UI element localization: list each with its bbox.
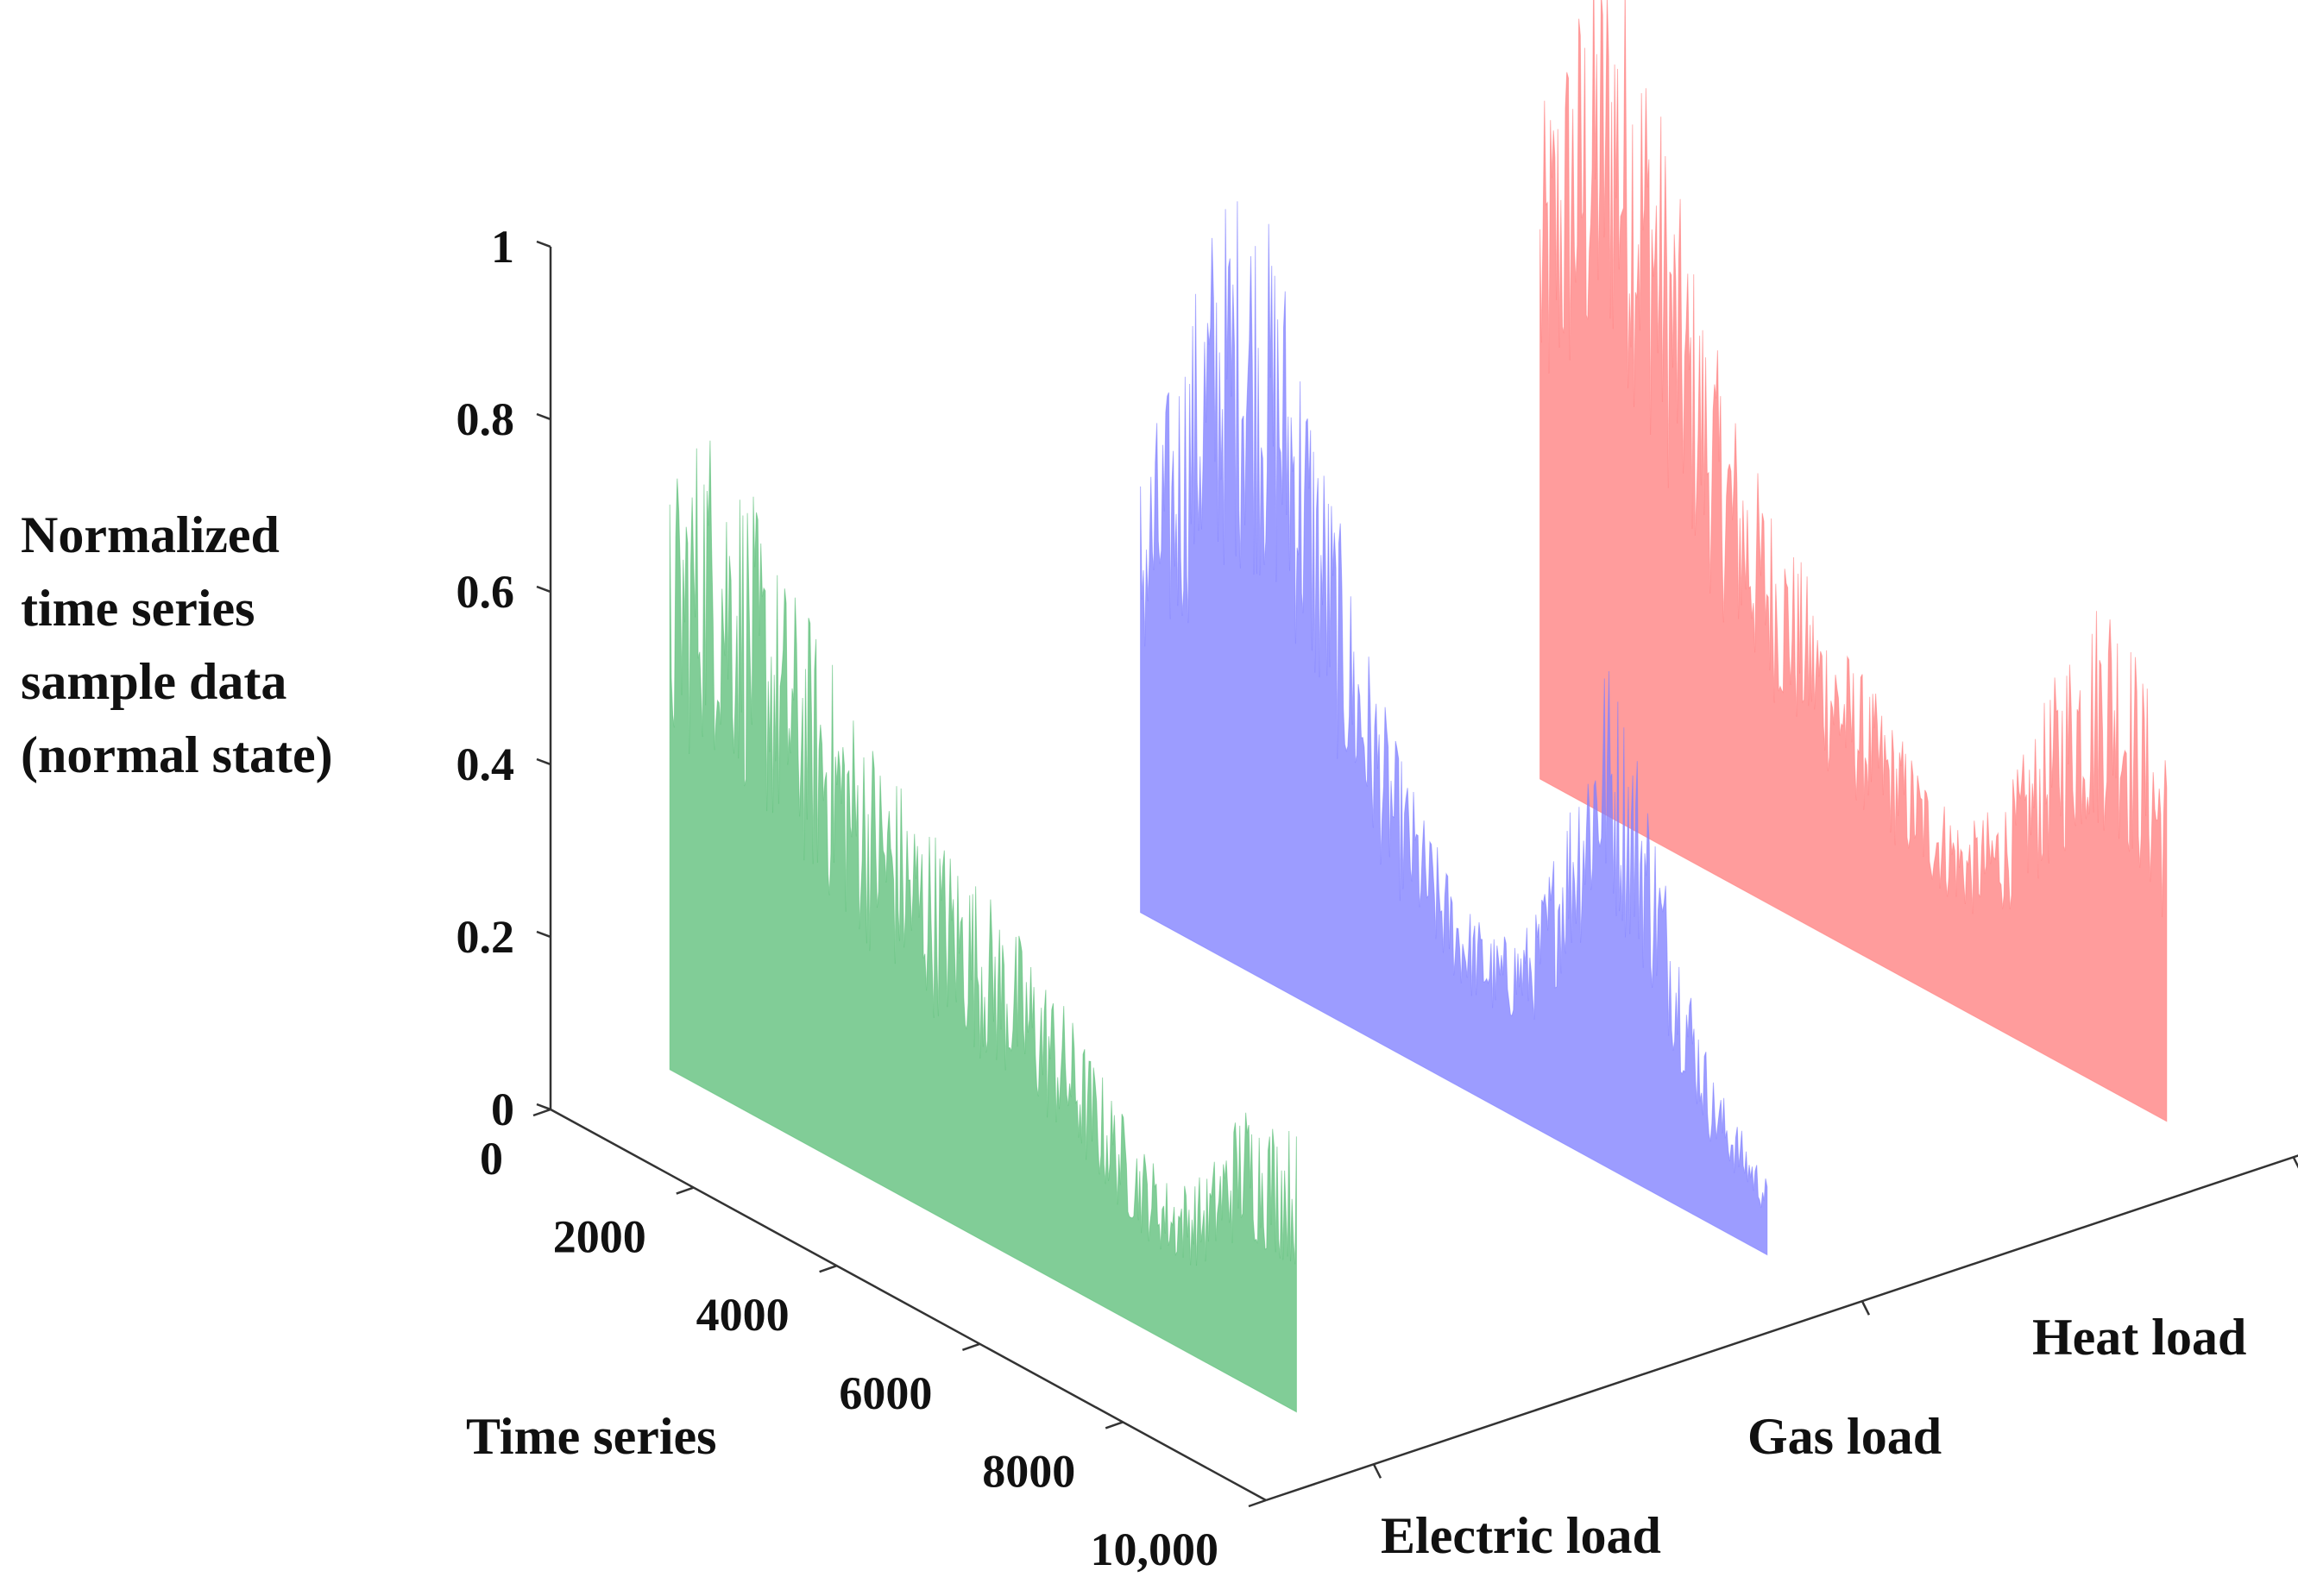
z-tick-mark xyxy=(536,930,551,939)
category-label: Heat load xyxy=(2032,1309,2246,1366)
z-tick-label: 0.6 xyxy=(456,566,515,618)
category-tick-mark xyxy=(2292,1156,2298,1169)
time-tick-label: 4000 xyxy=(696,1289,790,1341)
category-label: Electric load xyxy=(1381,1507,1661,1564)
series-electric-load xyxy=(669,440,1297,1413)
time-tick-label: 0 xyxy=(480,1133,503,1184)
category-tick-mark xyxy=(1372,1463,1382,1479)
time-tick-label: 10,000 xyxy=(1091,1524,1219,1575)
time-tick-label: 2000 xyxy=(553,1211,646,1263)
time-tick-mark xyxy=(819,1265,838,1273)
series-area xyxy=(669,440,1297,1413)
axis-ticks xyxy=(532,240,2298,1508)
z-tick-mark xyxy=(536,240,551,248)
x-axis-title: Time series xyxy=(466,1408,716,1465)
z-axis-title: Normalized time series sample data (norm… xyxy=(21,506,333,783)
series-layer xyxy=(669,0,2168,1413)
category-axis-line xyxy=(1265,1154,2298,1502)
z-axis-title-line-3: sample data xyxy=(21,653,286,710)
z-tick-mark xyxy=(536,412,551,421)
time-tick-label: 8000 xyxy=(982,1445,1075,1497)
series-heat-load xyxy=(1539,0,2168,1122)
z-tick-label: 0.8 xyxy=(456,393,515,445)
category-label: Gas load xyxy=(1747,1408,1942,1465)
z-tick-label: 1 xyxy=(491,221,514,273)
series-area xyxy=(1140,201,1768,1256)
time-axis-line xyxy=(550,1108,1267,1502)
time-tick-mark xyxy=(532,1108,551,1117)
z-tick-label: 0.2 xyxy=(456,911,515,963)
z-axis-title-line-4: (normal state) xyxy=(21,726,333,783)
axis-labels: Normalized time series sample data (norm… xyxy=(21,221,2246,1575)
time-tick-mark xyxy=(676,1186,695,1195)
z-axis-title-line-1: Normalized xyxy=(21,506,280,563)
time-tick-label: 6000 xyxy=(839,1367,932,1419)
z-tick-label: 0.4 xyxy=(456,738,515,790)
z-tick-mark xyxy=(536,1103,551,1111)
time-tick-mark xyxy=(1248,1499,1267,1508)
series-gas-load xyxy=(1140,201,1768,1256)
category-tick-mark xyxy=(1860,1300,1871,1316)
axes xyxy=(532,240,2298,1508)
z-tick-label: 0 xyxy=(491,1084,514,1135)
time-tick-mark xyxy=(1105,1421,1124,1429)
time-tick-mark xyxy=(961,1342,980,1351)
z-axis-title-line-2: time series xyxy=(21,580,255,637)
z-tick-mark xyxy=(536,585,551,594)
series-area xyxy=(1539,0,2168,1122)
z-tick-mark xyxy=(536,757,551,766)
